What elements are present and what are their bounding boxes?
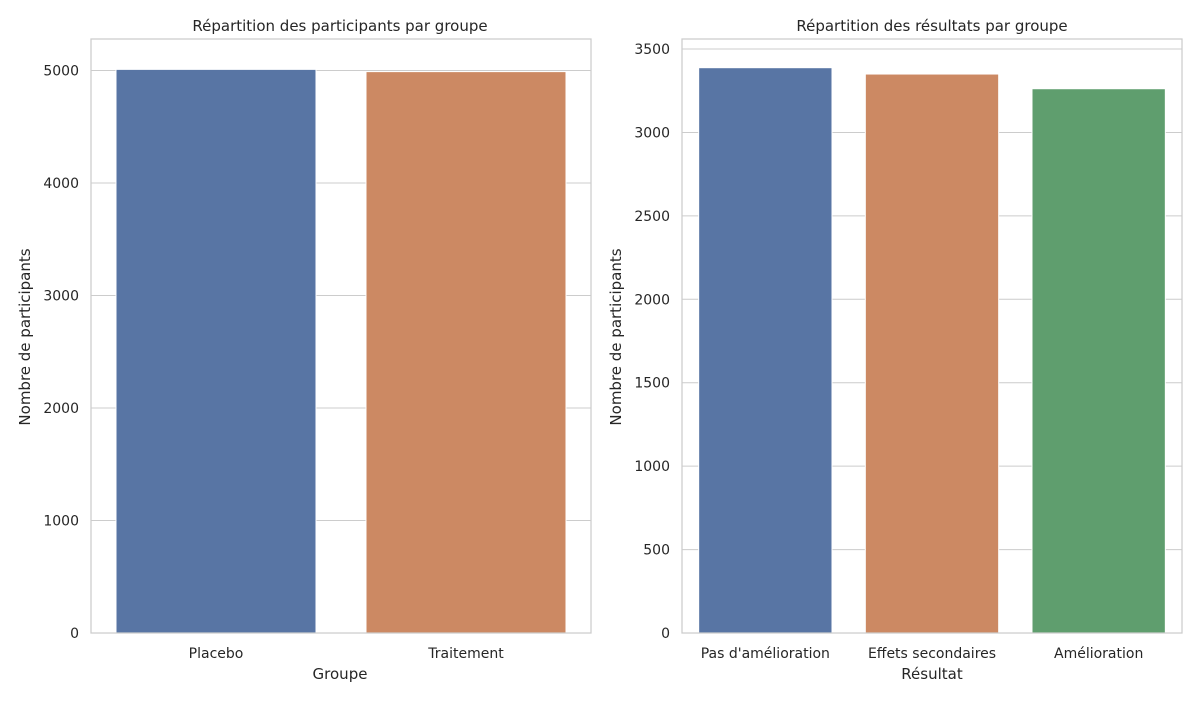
chart-participants-par-groupe: Répartition des participants par groupe … — [16, 17, 592, 683]
x-axis-label: Résultat — [901, 665, 963, 683]
chart-title: Répartition des résultats par groupe — [796, 17, 1067, 35]
bar-3 — [1031, 88, 1166, 634]
plot-area: 0 1000 2000 3000 4000 5000 Placebo Traitement — [43, 38, 592, 662]
y-tick-label: 3000 — [43, 289, 79, 305]
y-tick-label: 1500 — [634, 376, 670, 392]
x-axis-label: Groupe — [313, 665, 368, 683]
y-tick-label: 2000 — [43, 401, 79, 417]
y-tick-label: 2500 — [634, 209, 670, 225]
y-tick-label: 0 — [661, 626, 670, 642]
bar-1 — [115, 68, 317, 634]
plot-frame — [90, 38, 592, 634]
x-tick-label: Traitement — [427, 646, 504, 662]
y-tick-label: 1000 — [634, 459, 670, 475]
chart-resultats-par-groupe: Répartition des résultats par groupe Rés… — [607, 17, 1183, 683]
y-axis-label: Nombre de participants — [607, 248, 625, 425]
x-tick-label: Placebo — [189, 646, 244, 662]
y-tick-label: 4000 — [43, 176, 79, 192]
x-tick-label: Pas d'amélioration — [701, 646, 830, 662]
chart-title: Répartition des participants par groupe — [192, 17, 487, 35]
plot-area: 0 500 1000 1500 2000 2500 3000 3500 Pas d'amélio… — [634, 38, 1183, 662]
y-tick-label: 2000 — [634, 292, 670, 308]
x-tick-label: Amélioration — [1054, 646, 1143, 662]
y-tick-label: 0 — [70, 626, 79, 642]
x-tick-label: Effets secondaires — [868, 646, 996, 662]
bar-2 — [365, 71, 567, 634]
y-tick-label: 3500 — [634, 42, 670, 58]
y-tick-label: 1000 — [43, 514, 79, 530]
y-tick-label: 5000 — [43, 64, 79, 80]
y-axis-label: Nombre de participants — [16, 248, 34, 425]
y-tick-label: 3000 — [634, 125, 670, 141]
bar-2 — [864, 73, 1000, 634]
plot-frame — [681, 38, 1183, 634]
bar-1 — [698, 67, 833, 634]
y-tick-label: 500 — [643, 543, 670, 559]
